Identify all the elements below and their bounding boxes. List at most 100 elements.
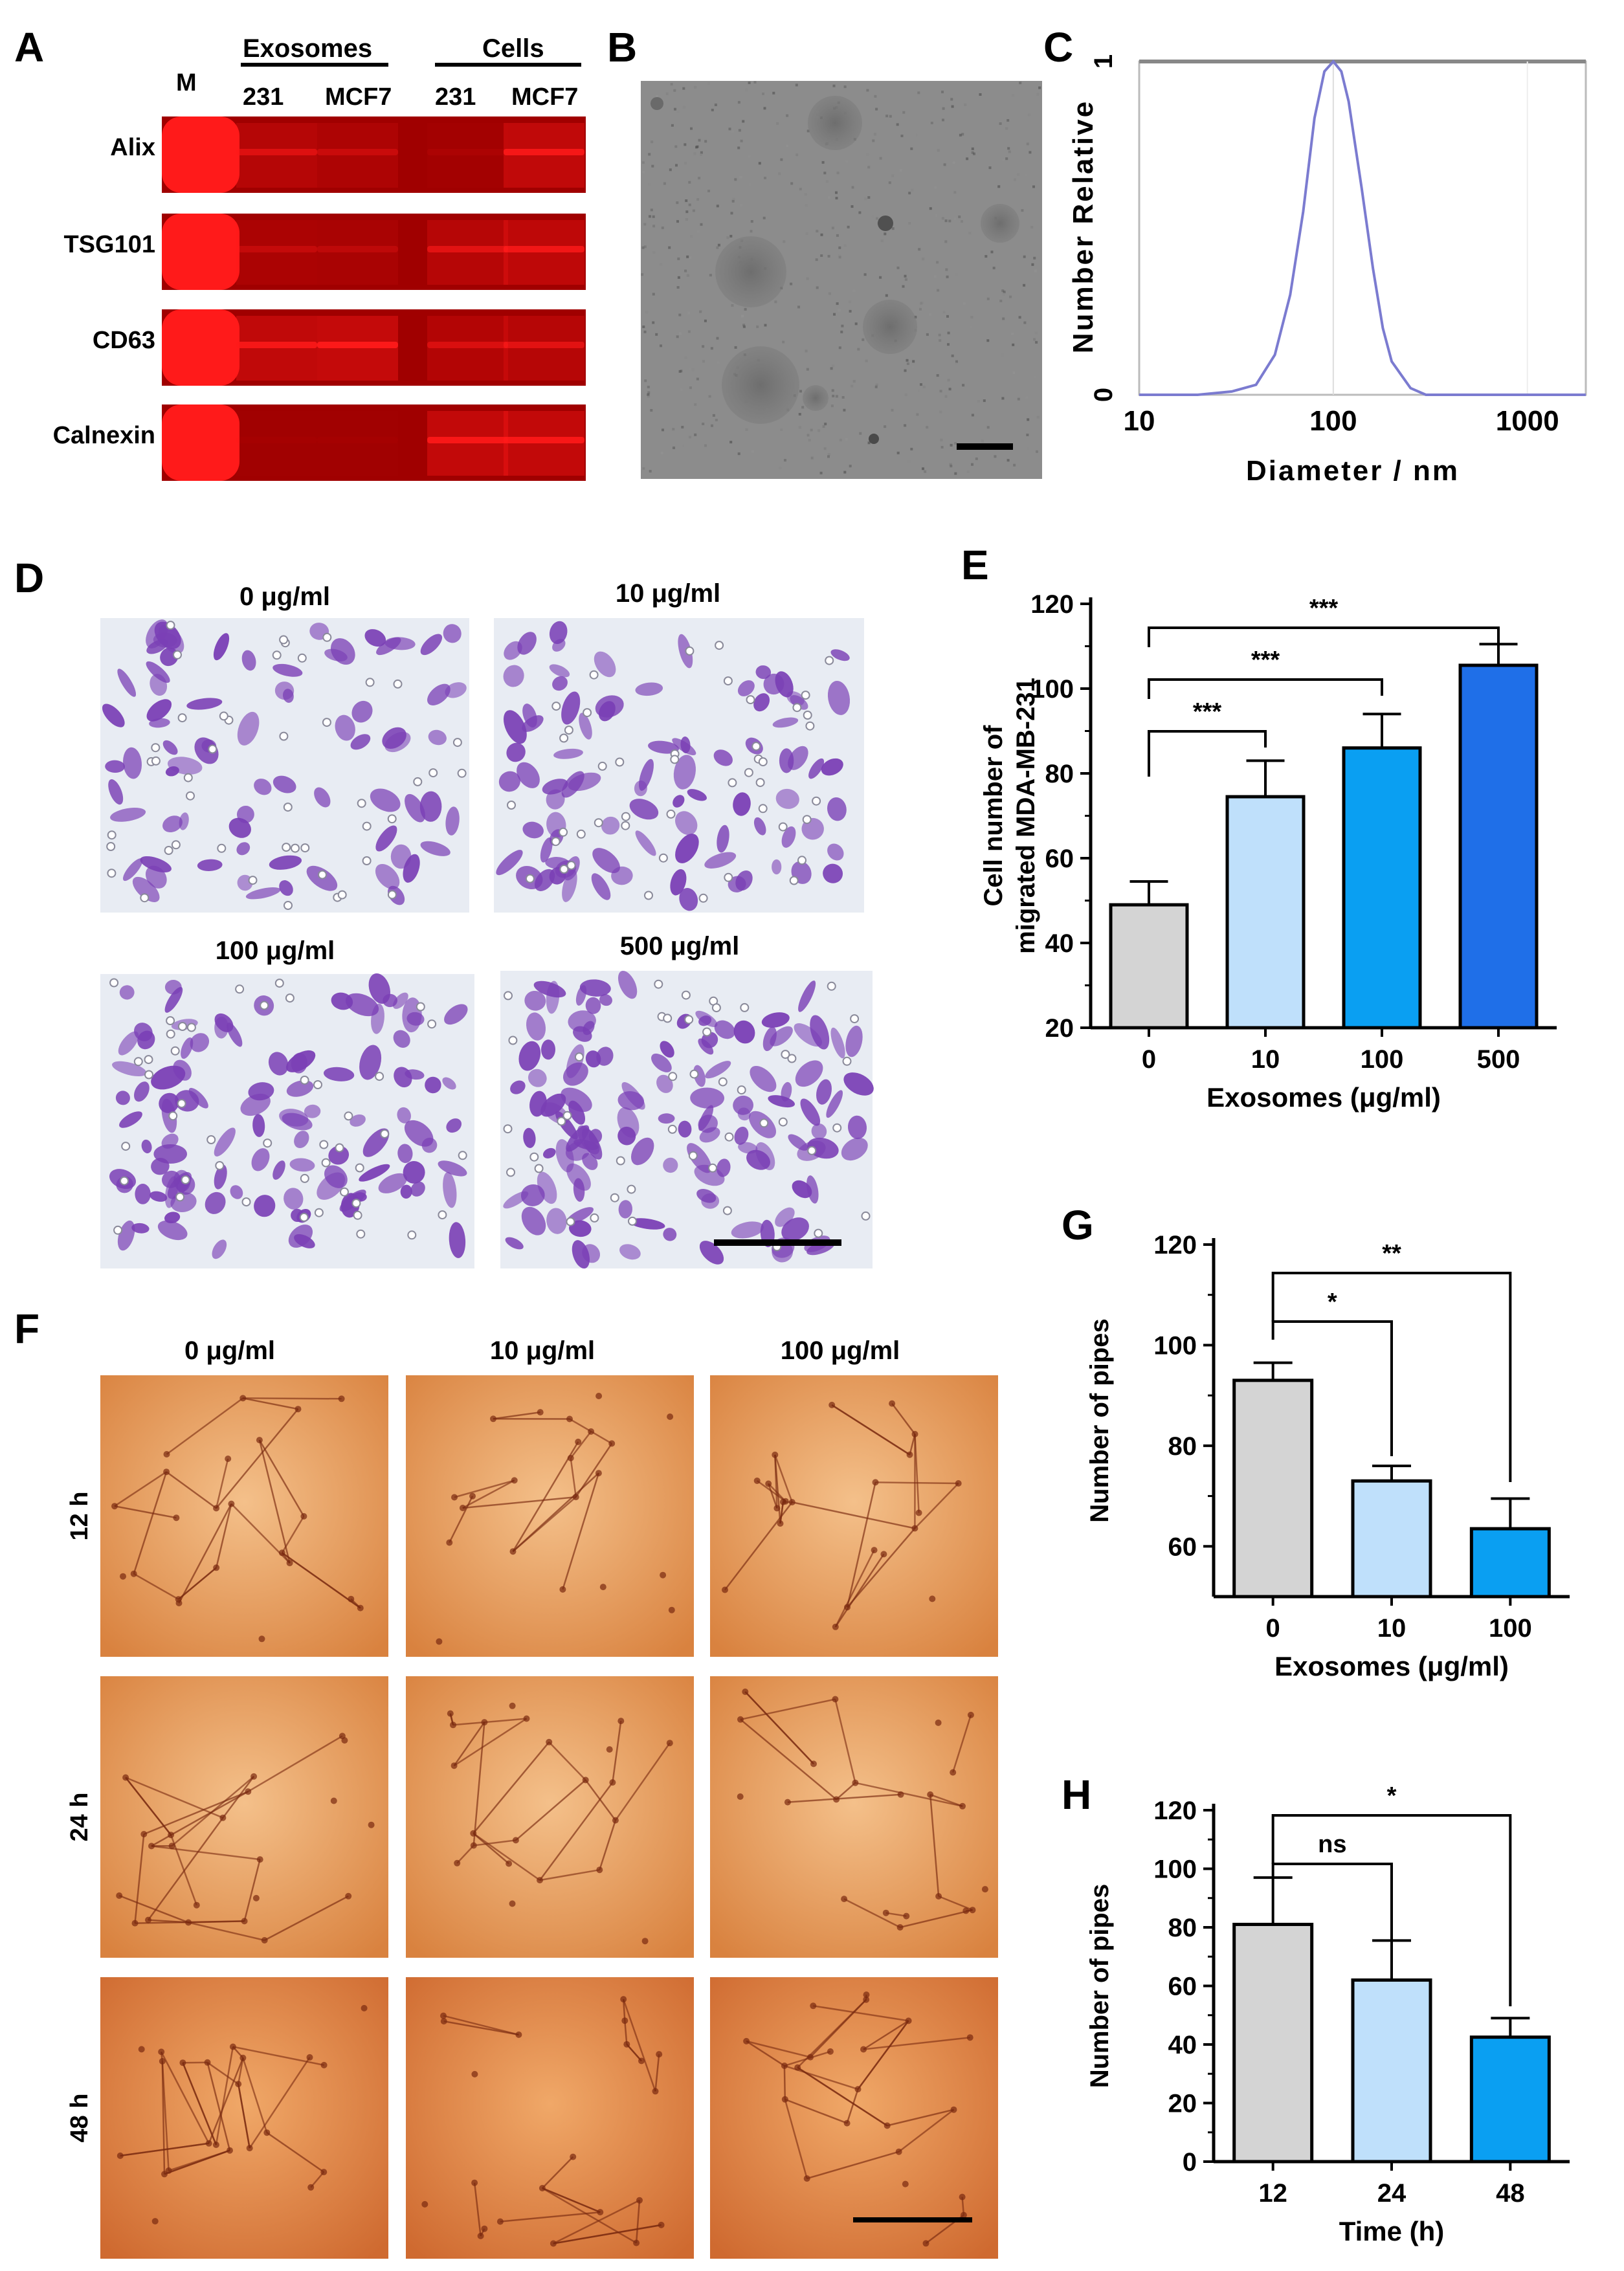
x-tick-label: 24	[1377, 2179, 1407, 2208]
transwell-dose-label: 500 μg/ml	[620, 932, 740, 960]
tem-noise-dot	[704, 140, 707, 143]
tem-noise-dot	[779, 467, 782, 470]
tem-noise-dot	[742, 120, 745, 123]
tube-node	[667, 1413, 674, 1420]
tem-noise-dot	[730, 212, 733, 215]
tem-noise-dot	[904, 393, 907, 397]
membrane-pore	[166, 1029, 175, 1039]
tem-noise-dot	[951, 105, 954, 108]
tube-node	[471, 2070, 478, 2077]
tube-segment	[134, 1833, 145, 1923]
migrated-cell	[537, 1171, 557, 1204]
lane-label-231-cells: 231	[435, 83, 476, 111]
tube-segment	[215, 1503, 232, 1568]
tem-noise-dot	[774, 300, 777, 304]
x-axis-title: Diameter / nm	[1246, 455, 1460, 487]
migrated-cell	[830, 1027, 845, 1059]
tem-noise-dot	[941, 91, 944, 94]
tube-node	[451, 1494, 458, 1501]
tube-node	[140, 1831, 148, 1837]
tem-noise-dot	[704, 444, 707, 447]
tem-noise-dot	[824, 285, 827, 288]
migrated-cell	[572, 1240, 590, 1269]
tem-noise-dot	[729, 234, 733, 238]
tube-segment	[512, 1472, 599, 1553]
membrane-pore	[685, 646, 695, 656]
tem-noise-dot	[950, 443, 953, 447]
membrane-pore	[235, 984, 245, 994]
membrane-pore	[797, 856, 806, 865]
tem-noise-dot	[836, 172, 840, 175]
tem-noise-dot	[944, 395, 948, 398]
tem-noise-dot	[1001, 397, 1005, 400]
tube-segment	[724, 1501, 793, 1591]
membrane-pore	[681, 990, 691, 1000]
tube-segment	[797, 1999, 867, 2068]
tem-noise-dot	[841, 396, 845, 399]
membrane-pore	[723, 676, 733, 686]
marker-lane-band	[162, 404, 239, 481]
tem-noise-dot	[825, 180, 829, 183]
tube-segment	[215, 1458, 229, 1509]
tem-noise-dot	[780, 428, 783, 431]
tem-noise-dot	[1025, 396, 1029, 399]
transwell-image-2: 100 μg/ml	[100, 936, 474, 1268]
panel-h-pipes-time-chart: H 0 20 40 60 80 100 120 12 24 48 Time (h) Number of…	[1062, 1771, 1570, 2246]
migrated-cell	[733, 1020, 755, 1044]
membrane-pore	[177, 1022, 187, 1031]
tube-segment	[740, 1698, 836, 1721]
bar-500	[1458, 663, 1539, 1030]
tem-noise-dot	[891, 174, 895, 177]
migrated-cell	[197, 859, 223, 871]
membrane-pore	[663, 1014, 673, 1023]
migrated-cell	[656, 1074, 673, 1093]
tem-noise-dot	[711, 109, 714, 111]
membrane-pore	[529, 1152, 539, 1162]
tem-noise-dot	[694, 403, 697, 406]
tem-noise-dot	[748, 155, 751, 158]
significance-label: *	[1328, 1289, 1337, 1316]
tube-segment	[462, 1479, 515, 1509]
significance-label: ***	[1193, 698, 1222, 726]
migrated-cell	[781, 826, 796, 848]
tube-node	[225, 1456, 232, 1462]
significance-label: *	[1387, 1782, 1397, 1810]
membrane-pore	[279, 635, 289, 645]
membrane-pore	[428, 768, 438, 778]
tem-noise-dot	[676, 335, 679, 338]
migrated-cell	[131, 1223, 150, 1234]
tem-noise-dot	[935, 214, 938, 217]
blot-label-tsg101: TSG101	[63, 231, 155, 258]
tem-noise-dot	[951, 354, 954, 357]
tube-node	[911, 1525, 918, 1532]
migrated-cell	[382, 727, 406, 749]
tem-noise-dot	[847, 225, 850, 228]
tube-segment	[885, 1912, 907, 1917]
membrane-pore	[322, 632, 332, 642]
migrated-cell	[146, 661, 170, 683]
tem-noise-dot	[1005, 127, 1008, 130]
migrated-cell	[679, 888, 698, 911]
transwell-dose-label: 10 μg/ml	[616, 579, 720, 608]
tube-node	[122, 1774, 129, 1781]
migrated-cell	[753, 817, 766, 836]
migrated-cell	[529, 1091, 547, 1117]
tem-noise-dot	[702, 345, 705, 348]
tube-node	[512, 1837, 519, 1844]
tube-node	[668, 1606, 675, 1613]
migrated-cell	[635, 830, 656, 856]
tem-noise-dot	[934, 186, 937, 189]
tem-noise-dot	[740, 204, 743, 206]
tem-noise-dot	[875, 107, 878, 111]
tem-noise-dot	[902, 281, 905, 284]
tube-segment	[456, 1844, 474, 1864]
tube-segment	[654, 2054, 660, 2092]
y-tick-label: 1	[1089, 54, 1118, 69]
tem-noise-dot	[816, 286, 819, 289]
tube-segment	[898, 2109, 955, 2153]
tube-node	[889, 1400, 896, 1407]
tube-segment	[243, 1397, 298, 1410]
panel-a-letter: A	[14, 24, 44, 71]
migrated-cell	[420, 841, 450, 856]
tem-noise-dot	[1033, 256, 1036, 260]
